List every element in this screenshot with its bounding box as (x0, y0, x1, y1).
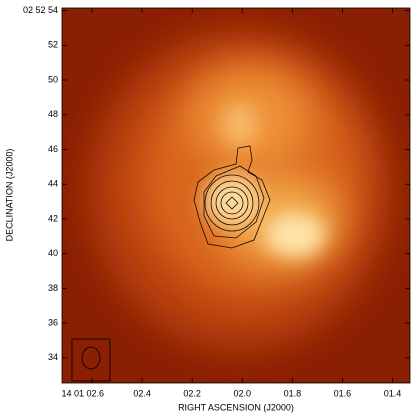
x-axis-label: RIGHT ASCENSION (J2000) (178, 402, 294, 412)
y-tick-label: 40 (48, 248, 58, 258)
x-tick-label: 02.4 (133, 388, 151, 398)
y-tick-label: 52 (48, 40, 58, 50)
y-tick-label: 34 (48, 352, 58, 362)
x-tick-label: 02.2 (183, 388, 201, 398)
x-tick-label: 01.8 (284, 388, 302, 398)
y-tick-label: 50 (48, 74, 58, 84)
contours (193, 145, 271, 249)
y-tick-label: 46 (48, 144, 58, 154)
x-tick-label: 01.6 (334, 388, 352, 398)
y-tick-label: 38 (48, 283, 58, 293)
plot-frame (61, 7, 411, 384)
beam (71, 338, 111, 382)
y-tick-label: 48 (48, 109, 58, 119)
x-tick-label: 01.4 (384, 388, 402, 398)
x-tick-label: 02.0 (233, 388, 251, 398)
y-tick-label: 02 52 54 (23, 5, 58, 15)
y-tick-label: 36 (48, 317, 58, 327)
y-axis-label: DECLINATION (J2000) (4, 149, 14, 242)
y-tick-label: 44 (48, 179, 58, 189)
x-tick-label: 14 01 02.6 (61, 388, 104, 398)
intensity-image (62, 8, 410, 383)
y-tick-label: 42 (48, 213, 58, 223)
